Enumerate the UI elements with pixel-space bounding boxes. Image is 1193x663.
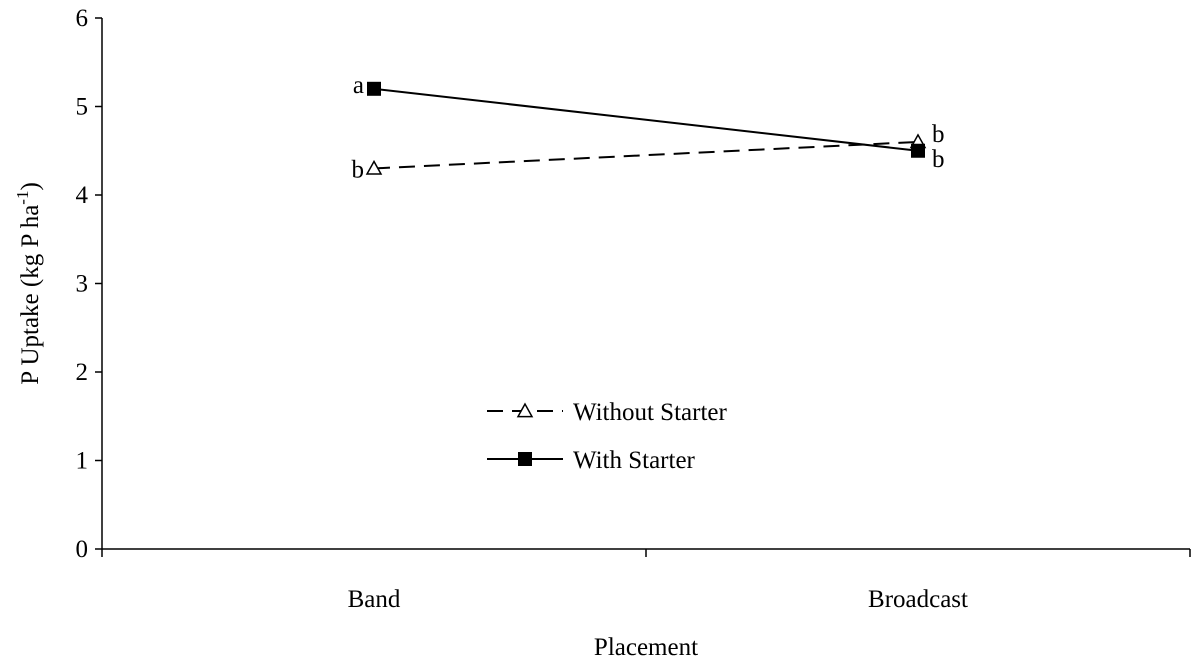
y-tick-label: 5 <box>76 94 89 121</box>
series-layer <box>365 81 927 175</box>
point-label: b <box>352 156 365 183</box>
data-point <box>911 143 925 158</box>
y-tick-label: 1 <box>76 448 89 475</box>
legend-marker <box>518 452 532 466</box>
y-tick-label: 6 <box>76 5 89 32</box>
y-axis-title-main: P Uptake (kg P ha <box>17 205 44 385</box>
y-axis-title-superscript: -1 <box>13 191 32 205</box>
series-line <box>373 140 919 170</box>
legend-item: Without Starter <box>487 399 727 426</box>
axes: 0 1 2 3 4 5 6 Band Broadcast <box>76 5 1191 613</box>
point-label: b <box>932 121 945 148</box>
legend-label: With Starter <box>573 447 696 474</box>
y-axis-title-close: ) <box>17 182 44 190</box>
y-tick-label: 0 <box>76 536 89 563</box>
x-tick-label: Broadcast <box>868 586 968 613</box>
legend-item: With Starter <box>487 447 696 474</box>
legend-marker <box>516 402 534 418</box>
y-ticks: 0 1 2 3 4 5 6 <box>76 5 102 563</box>
data-point <box>367 81 381 96</box>
data-point <box>365 159 383 175</box>
x-ticks: Band Broadcast <box>101 549 1191 613</box>
series-without-starter <box>365 133 927 175</box>
y-tick-label: 4 <box>76 182 89 209</box>
x-axis-title: Placement <box>594 634 698 661</box>
y-tick-label: 3 <box>76 271 89 298</box>
series-with-starter <box>367 81 925 158</box>
legend-label: Without Starter <box>573 399 727 426</box>
point-label: a <box>353 72 364 99</box>
y-axis-title: P Uptake (kg P ha-1) <box>13 182 44 385</box>
legend: Without Starter With Starter <box>487 399 727 474</box>
y-tick-label: 2 <box>76 359 89 386</box>
series-line <box>373 87 919 152</box>
x-tick-label: Band <box>348 586 401 613</box>
point-label: b <box>932 146 945 173</box>
